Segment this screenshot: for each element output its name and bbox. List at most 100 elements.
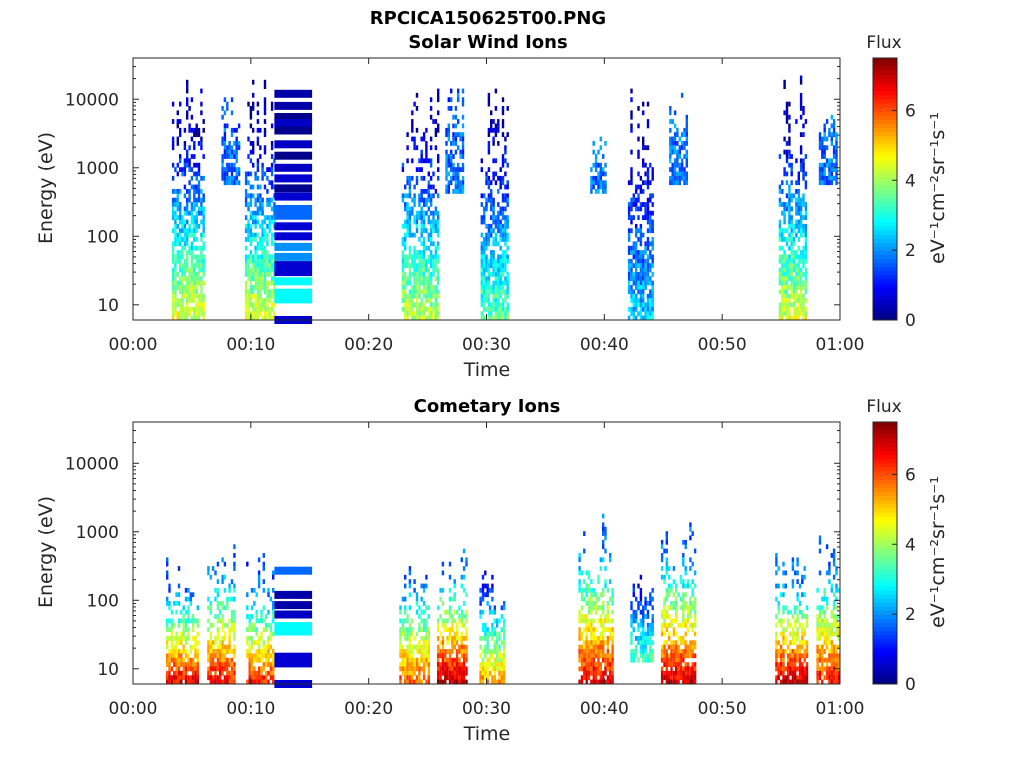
flux-cell <box>490 254 493 260</box>
flux-cell <box>401 241 405 247</box>
flux-cell <box>202 193 205 199</box>
flux-cell <box>183 285 187 290</box>
flux-cell <box>422 587 426 593</box>
flux-cell <box>480 289 483 295</box>
flux-cell <box>202 245 205 251</box>
flux-cell <box>835 631 838 637</box>
flux-cell <box>182 618 185 624</box>
flux-cell <box>256 193 260 199</box>
flux-cell <box>783 293 786 299</box>
flux-cell <box>782 675 785 681</box>
flux-cell <box>450 154 453 159</box>
flux-cell <box>171 197 175 203</box>
flux-cell <box>422 136 426 142</box>
flux-cell <box>173 644 176 650</box>
flux-cell <box>183 245 187 251</box>
flux-cell <box>406 618 409 624</box>
flux-cell <box>790 293 793 299</box>
flux-cell <box>427 649 430 654</box>
flux-cell <box>675 644 678 650</box>
flux-cell <box>777 653 780 659</box>
flux-cell <box>173 653 176 659</box>
flux-cell <box>784 636 787 641</box>
flux-cell <box>418 202 421 207</box>
flux-cell <box>785 311 789 317</box>
flux-cell <box>788 245 791 251</box>
flux-cell <box>675 587 678 593</box>
flux-cell <box>196 675 199 681</box>
flux-cell <box>254 298 257 303</box>
flux-cell <box>651 622 654 628</box>
flux-cell <box>465 631 468 637</box>
flux-cell <box>504 258 507 264</box>
flux-cell <box>256 167 260 172</box>
flux-cell <box>670 605 673 611</box>
flux-cell <box>196 649 199 654</box>
flux-cell <box>649 592 652 598</box>
flux-cell <box>195 197 198 203</box>
flux-cell <box>677 653 680 659</box>
flux-cell <box>646 241 650 247</box>
flux-cell <box>501 228 505 234</box>
flux-cell <box>450 175 453 181</box>
flux-cell <box>257 574 261 580</box>
flux-cell <box>462 649 466 654</box>
flux-cell <box>498 662 501 667</box>
flux-cell <box>649 197 652 203</box>
flux-cell <box>233 627 236 632</box>
colorbar-step <box>873 614 897 619</box>
flux-cell <box>451 679 454 685</box>
flux-cell <box>804 184 808 190</box>
flux-cell <box>781 293 784 299</box>
flux-cell <box>247 258 250 264</box>
flux-cell <box>270 258 274 264</box>
flux-cell <box>177 675 181 681</box>
flux-cell <box>783 84 786 89</box>
flux-cell <box>821 136 824 142</box>
flux-cell <box>268 215 271 220</box>
flux-cell <box>818 670 822 676</box>
flux-cell <box>832 149 836 155</box>
flux-cell <box>784 675 787 681</box>
flux-cell <box>175 631 178 637</box>
flux-cell <box>425 640 428 646</box>
flux-cell <box>406 175 409 181</box>
flux-cell <box>585 662 588 667</box>
flux-cell <box>492 263 495 268</box>
flux-cell <box>493 679 496 685</box>
flux-cell <box>672 675 676 681</box>
flux-cell <box>191 627 195 632</box>
flux-cell <box>823 618 826 624</box>
flux-cell <box>503 601 506 606</box>
flux-cell <box>182 666 185 672</box>
flux-cell <box>602 636 605 641</box>
flux-cell <box>188 106 191 111</box>
flux-cell <box>415 657 419 663</box>
flux-cell <box>253 670 256 676</box>
flux-cell <box>587 657 591 663</box>
flux-cell <box>263 145 267 151</box>
flux-cell <box>425 158 428 164</box>
flux-cell <box>202 119 205 124</box>
flux-cell <box>795 315 798 321</box>
flux-cell <box>166 622 169 628</box>
flux-cell <box>425 653 428 659</box>
flux-cell <box>504 263 507 268</box>
flux-cell <box>422 228 426 234</box>
flux-cell <box>644 649 647 654</box>
flux-cell <box>254 302 257 308</box>
flux-cell <box>642 141 645 146</box>
flux-cell <box>587 570 591 576</box>
flux-cell <box>180 653 183 659</box>
flux-cell <box>835 679 838 685</box>
flux-cell <box>487 263 491 268</box>
flux-cell <box>644 315 647 321</box>
flux-cell <box>500 670 503 676</box>
flux-cell <box>501 298 505 303</box>
flux-cell <box>785 276 789 282</box>
flux-cell <box>250 675 254 681</box>
flux-cell <box>684 640 687 646</box>
flux-cell <box>682 609 685 615</box>
flux-cell <box>404 206 407 212</box>
flux-cell <box>777 618 780 624</box>
